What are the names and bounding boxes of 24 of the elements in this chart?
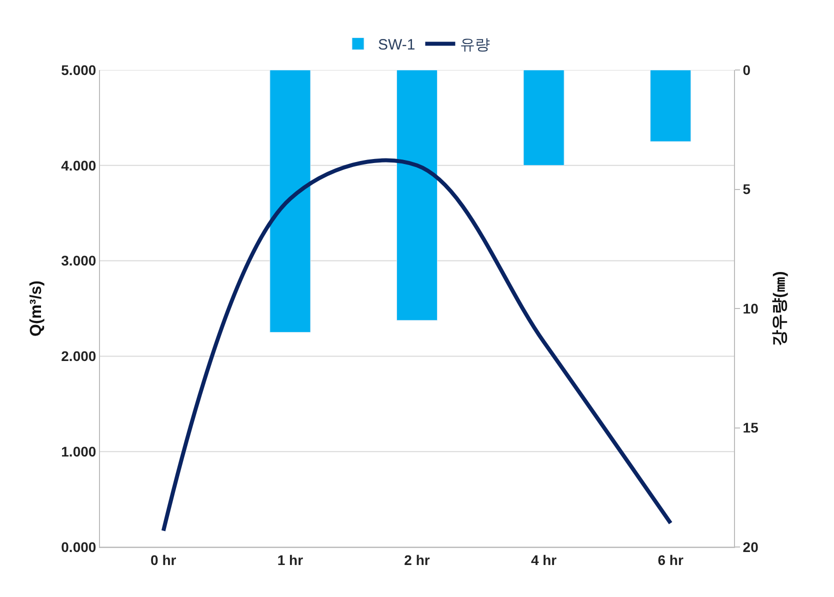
x-tick-label: 2 hr bbox=[404, 552, 430, 568]
y-axis-title: Q(m³/s) bbox=[28, 280, 46, 336]
x-tick-label: 0 hr bbox=[150, 552, 177, 568]
legend-label: 유량 bbox=[460, 36, 490, 54]
y2-tick-label: 0 bbox=[742, 62, 751, 78]
y2-tick-label: 5 bbox=[742, 181, 751, 198]
bar bbox=[396, 70, 438, 321]
x-tick-label: 6 hr bbox=[658, 552, 684, 568]
y-tick-label: 1.000 bbox=[61, 444, 96, 460]
y2-tick-label: 15 bbox=[742, 420, 759, 436]
y-tick-label: 4.000 bbox=[61, 157, 96, 174]
x-tick-label: 4 hr bbox=[530, 552, 558, 568]
y-tick-label: 2.000 bbox=[61, 348, 96, 364]
y2-axis-title: 강우량(㎜) bbox=[771, 271, 788, 346]
x-tick-label: 1 hr bbox=[277, 552, 304, 568]
bar bbox=[650, 70, 692, 142]
bar bbox=[523, 70, 564, 166]
y-tick-label: 3.000 bbox=[61, 252, 96, 269]
y-tick-label: 5.000 bbox=[61, 62, 96, 78]
bar bbox=[270, 70, 311, 333]
y-tick-label: 0.000 bbox=[61, 538, 96, 555]
y2-tick-label: 10 bbox=[742, 300, 759, 316]
legend-label: SW-1 bbox=[378, 36, 416, 54]
y2-tick-label: 20 bbox=[742, 538, 759, 555]
